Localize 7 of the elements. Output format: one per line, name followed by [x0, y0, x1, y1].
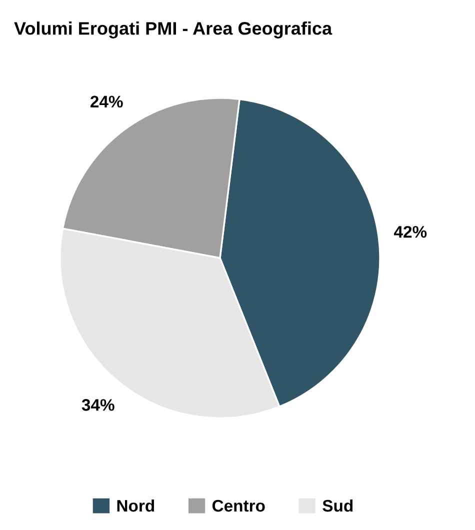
chart-title: Volumi Erogati PMI - Area Geografica [14, 22, 332, 38]
data-label: 24% [90, 96, 123, 108]
legend-label: Centro [212, 500, 265, 512]
legend-label: Sud [322, 499, 353, 512]
data-label: 42% [394, 226, 427, 238]
data-label: 34% [82, 399, 114, 411]
legend-label: Nord [117, 499, 154, 512]
